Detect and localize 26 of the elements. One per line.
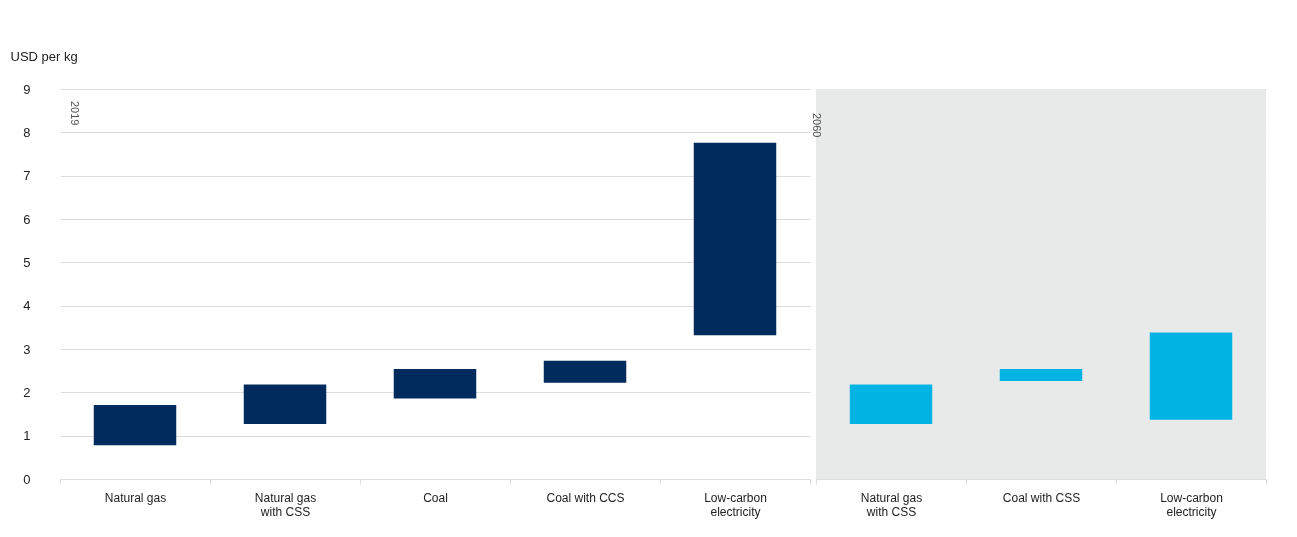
x-tick-label: Low-carbon electricity xyxy=(1160,490,1223,519)
band-label: 2060 xyxy=(811,113,823,138)
y-tick-label: 1 xyxy=(23,428,31,444)
x-tick-label: Natural gas with CSS xyxy=(254,490,317,519)
bar xyxy=(693,142,777,336)
y-tick-label: 5 xyxy=(23,254,31,270)
x-tick-label: Natural gas with CSS xyxy=(860,490,923,519)
y-tick-label: 3 xyxy=(23,341,31,357)
y-tick-label: 2 xyxy=(23,384,31,400)
x-tick-label: Natural gas xyxy=(104,490,167,505)
annotation: 2019 xyxy=(69,101,81,126)
bar xyxy=(393,368,477,399)
x-tick-label: Coal xyxy=(423,490,448,505)
bar xyxy=(543,360,627,383)
y-tick-label: 8 xyxy=(23,124,31,140)
y-tick-label: 6 xyxy=(23,211,31,227)
y-tick-label: 7 xyxy=(23,168,31,184)
bar xyxy=(93,404,177,446)
y-tick-label: 0 xyxy=(23,471,31,487)
x-tick-label: Low-carbon electricity xyxy=(704,490,767,519)
x-tick-label: Coal with CSS xyxy=(1002,490,1081,505)
y-tick-label: 4 xyxy=(23,298,31,314)
x-tick-label: Coal with CCS xyxy=(546,490,625,505)
bar xyxy=(243,384,327,424)
y-tick-label: 9 xyxy=(23,81,31,97)
y-axis-title: USD per kg xyxy=(10,48,78,64)
